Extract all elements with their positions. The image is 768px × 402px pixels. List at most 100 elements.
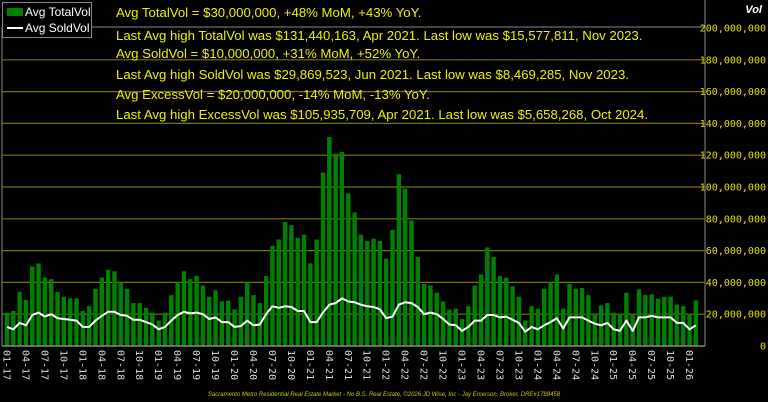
bar-avg-totalvol	[624, 292, 629, 346]
annotation-total-current: Avg TotalVol = $30,000,000, +48% MoM, +4…	[116, 5, 422, 20]
annotation-excess-current: Avg ExcessVol = $20,000,000, -14% MoM, -…	[116, 87, 430, 102]
bar-avg-totalvol	[99, 277, 104, 346]
y-tick-label: 120,000,000	[700, 151, 766, 162]
bar-avg-totalvol	[282, 221, 288, 346]
x-tick-label: 10-22	[437, 350, 448, 380]
bar-avg-totalvol	[314, 239, 319, 346]
bar-avg-totalvol	[504, 277, 509, 346]
bar-avg-totalvol	[491, 256, 496, 346]
bar-avg-totalvol	[333, 153, 338, 346]
x-tick-label: 07-19	[190, 350, 201, 380]
bar-avg-totalvol	[17, 291, 22, 346]
bar-avg-totalvol	[440, 301, 446, 346]
bar-avg-totalvol	[320, 172, 326, 346]
x-tick-label: 01-24	[531, 350, 542, 380]
legend-label-total: Avg TotalVol	[25, 5, 91, 19]
bar-avg-totalvol	[207, 296, 212, 346]
y-tick-label: 160,000,000	[700, 87, 766, 98]
bar-avg-totalvol	[478, 274, 484, 346]
x-tick-label: 04-20	[247, 350, 258, 380]
bar-avg-totalvol	[4, 312, 10, 346]
x-tick-label: 07-17	[38, 350, 49, 380]
y-tick-label: 0	[760, 342, 766, 353]
x-tick-label: 04-19	[171, 350, 182, 380]
bar-avg-totalvol	[548, 282, 553, 346]
y-axis-title: Vol	[745, 4, 762, 16]
bar-avg-totalvol	[472, 285, 477, 346]
bar-avg-totalvol	[181, 271, 187, 346]
bar-avg-totalvol	[352, 212, 357, 346]
x-tick-label: 10-19	[209, 350, 220, 380]
bar-avg-totalvol	[270, 245, 275, 346]
bar-avg-totalvol	[339, 152, 345, 346]
y-tick-label: 80,000,000	[706, 214, 766, 225]
bar-avg-totalvol	[605, 303, 610, 346]
x-tick-label: 01-25	[607, 350, 618, 380]
bar-avg-totalvol	[346, 193, 351, 346]
bar-avg-totalvol	[662, 296, 667, 346]
x-tick-label: 01-23	[456, 350, 467, 380]
x-tick-label: 04-25	[626, 350, 637, 380]
x-tick-label: 10-24	[588, 350, 599, 380]
bar-avg-totalvol	[251, 295, 256, 346]
bar-avg-totalvol	[93, 288, 98, 346]
y-tick-label: 200,000,000	[700, 24, 766, 35]
bar-avg-totalvol	[687, 314, 692, 346]
x-tick-label: 04-24	[550, 350, 561, 380]
bar-avg-totalvol	[377, 241, 383, 346]
annotation-total-high-low: Last Avg high TotalVol was $131,440,163,…	[116, 28, 643, 43]
bar-avg-totalvol	[681, 306, 686, 346]
x-tick-label: 07-22	[418, 350, 429, 380]
bar-avg-totalvol	[308, 263, 313, 346]
bar-avg-totalvol	[535, 308, 541, 346]
x-tick-label: 01-17	[1, 350, 12, 380]
bar-avg-totalvol	[30, 266, 35, 346]
bar-avg-totalvol	[162, 312, 168, 346]
bar-avg-totalvol	[295, 237, 300, 346]
bar-avg-totalvol	[244, 282, 250, 346]
legend: Avg TotalVol Avg SoldVol	[2, 2, 92, 38]
bar-avg-totalvol	[592, 313, 597, 346]
bar-avg-totalvol	[567, 283, 572, 346]
bar-avg-totalvol	[447, 309, 452, 346]
bar-avg-totalvol	[112, 271, 117, 346]
bar-avg-totalvol	[42, 277, 48, 346]
x-tick-label: 10-18	[133, 350, 144, 380]
bar-avg-totalvol	[137, 303, 142, 346]
x-tick-label: 07-23	[493, 350, 504, 380]
bar-avg-totalvol	[131, 303, 136, 346]
bar-avg-totalvol	[194, 276, 199, 346]
bar-avg-totalvol	[409, 220, 414, 346]
bar-avg-totalvol	[396, 174, 402, 346]
bar-avg-totalvol	[150, 312, 155, 346]
y-tick-label: 140,000,000	[700, 119, 766, 130]
annotation-excess-high-low: Last Avg high ExcessVol was $105,935,709…	[116, 107, 649, 122]
bar-avg-totalvol	[542, 288, 547, 346]
bar-avg-totalvol	[105, 269, 111, 346]
footer-credit: Sacramento Metro Residential Real Estate…	[207, 392, 561, 398]
x-tick-label: 10-21	[361, 350, 372, 380]
bar-avg-totalvol	[523, 320, 528, 346]
bar-avg-totalvol	[36, 263, 41, 346]
y-tick-label: 20,000,000	[706, 310, 766, 321]
legend-swatch-total	[7, 8, 23, 16]
bar-avg-totalvol	[371, 238, 376, 346]
bar-avg-totalvol	[200, 285, 206, 346]
bar-avg-totalvol	[219, 301, 225, 346]
x-tick-label: 01-20	[228, 350, 239, 380]
bar-avg-totalvol	[668, 296, 673, 346]
x-tick-label: 10-25	[664, 350, 675, 380]
bar-avg-totalvol	[428, 285, 433, 346]
x-tick-label: 10-23	[512, 350, 523, 380]
x-tick-label: 07-25	[645, 350, 656, 380]
bar-avg-totalvol	[485, 247, 490, 346]
annotation-sold-high-low: Last Avg high SoldVol was $29,869,523, J…	[116, 67, 629, 82]
annotation-sold-current: Avg SoldVol = $10,000,000, +31% MoM, +52…	[116, 46, 421, 61]
x-tick-label: 04-18	[95, 350, 106, 380]
x-tick-label: 01-22	[380, 350, 391, 380]
bar-avg-totalvol	[68, 298, 73, 346]
x-tick-label: 10-17	[57, 350, 68, 380]
x-tick-label: 04-17	[19, 350, 30, 380]
bar-avg-totalvol	[61, 296, 67, 346]
